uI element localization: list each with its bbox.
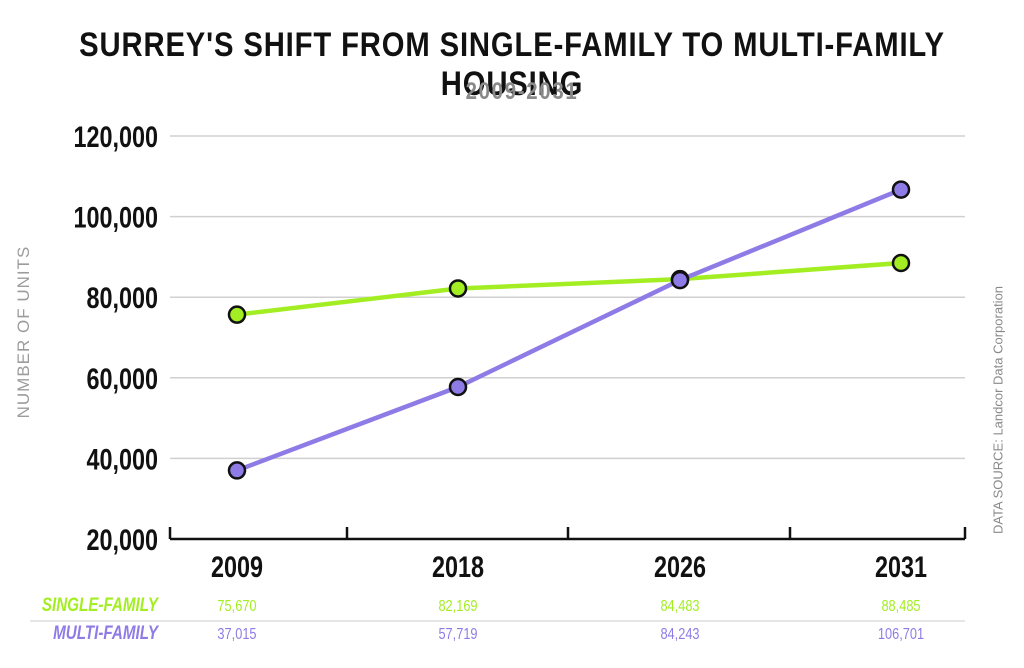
y-tick-label: 40,000 [86,443,158,476]
single-family-legend-label: SINGLE-FAMILY [42,593,159,615]
data-label: 57,719 [438,626,477,644]
y-tick-label: 120,000 [73,120,158,153]
data-label: 84,243 [660,626,699,644]
data-label: 106,701 [878,626,924,644]
multi-family-point [227,461,247,480]
chart-subtitle: 2009-2031 [465,78,579,105]
single-family-point [227,305,247,324]
x-tick-label: 2031 [875,550,927,583]
single-family-point [448,279,468,298]
data-label: 37,015 [217,626,256,644]
multi-family-point [670,270,690,290]
single-family-point [891,253,911,273]
x-tick-label: 2009 [211,550,263,583]
single-family-line [236,260,902,317]
multi-family-legend-label: MULTI-FAMILY [53,621,159,643]
data-label: 88,485 [881,598,920,616]
chart-title: SURREY'S SHIFT FROM SINGLE-FAMILY TO MUL… [79,26,945,103]
x-tick-label: 2018 [432,550,484,583]
data-label: 75,670 [217,598,256,616]
y-tick-label: 80,000 [86,281,158,314]
y-tick-label: 20,000 [86,523,158,556]
data-label: 82,169 [438,598,477,616]
y-tick-label: 100,000 [73,201,158,234]
data-label: 84,483 [660,598,699,616]
y-tick-label: 60,000 [86,362,158,395]
multi-family-point [891,180,911,199]
x-tick-label: 2026 [654,550,706,583]
multi-family-line [236,187,902,473]
multi-family-point [448,377,468,397]
